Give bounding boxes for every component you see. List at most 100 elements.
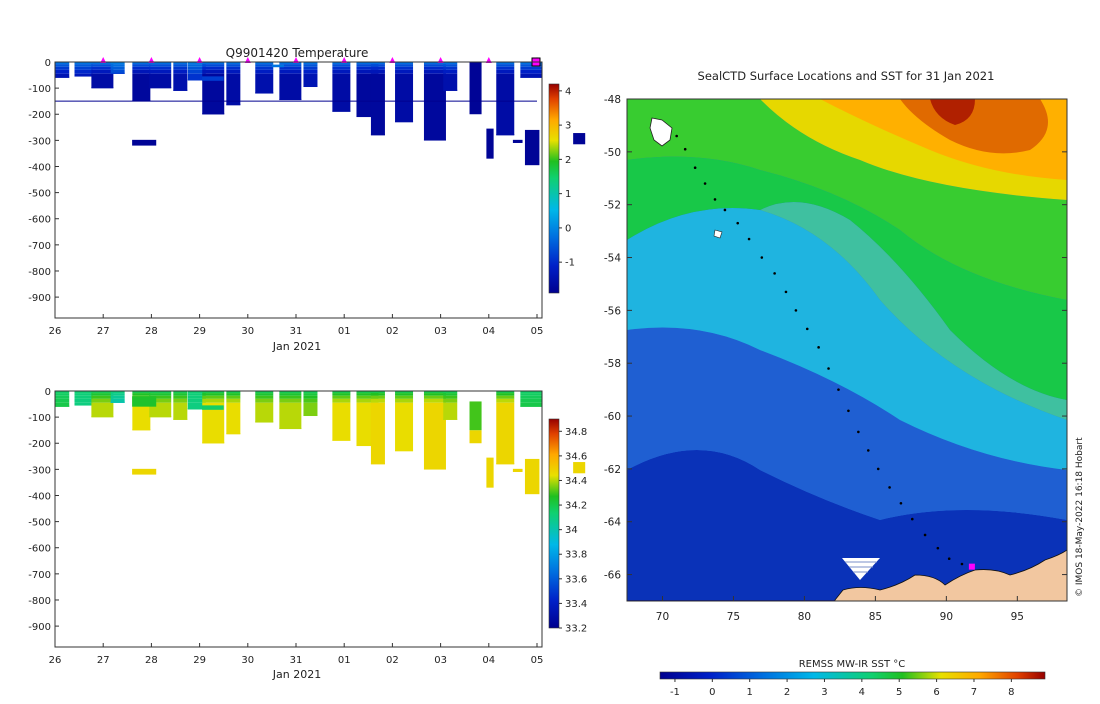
profile-segment <box>279 73 302 100</box>
profile-segment <box>370 398 385 403</box>
y-tick-label: 0 <box>45 58 51 69</box>
profile-block <box>573 133 586 145</box>
x-tick-label: 05 <box>531 326 544 337</box>
salinity-y-axis: 0 -100 -200 -300 -400 -500 -600 -700 -800 -900 <box>28 387 59 633</box>
lat-tick-label: -50 <box>604 147 621 159</box>
profile-segment <box>255 69 274 74</box>
lat-tick-label: -52 <box>604 200 621 212</box>
profile-segment <box>496 66 515 70</box>
profile-bottom <box>332 439 351 441</box>
y-tick-label: -600 <box>28 544 51 555</box>
x-tick-label: 29 <box>193 326 206 337</box>
profile-segment <box>395 62 414 65</box>
map-title: SealCTD Surface Locations and SST for 31… <box>698 69 995 83</box>
profile-bottom <box>226 104 241 106</box>
colorbar-tick-label: -1 <box>565 258 575 269</box>
profile-bottom <box>226 433 241 435</box>
profile-segment <box>132 69 151 74</box>
profile-segment <box>356 64 379 67</box>
profile-segment <box>279 398 302 403</box>
sst-colorbar-tick-label: 0 <box>709 687 715 698</box>
temperature-panel: Q9901420 Temperature 0 -100 -200 -300 -400 -5… <box>28 46 586 353</box>
track-point <box>713 198 717 201</box>
profile-segment <box>395 398 414 403</box>
profile-bottom <box>173 89 188 91</box>
profile-segment <box>173 64 188 67</box>
sst-map-panel: SealCTD Surface Locations and SST for 31… <box>604 69 1085 698</box>
lon-tick-label: 95 <box>1011 611 1024 623</box>
colorbar-tick-label: 4 <box>565 86 571 97</box>
profile-bottom <box>149 416 172 418</box>
track-point <box>923 533 927 537</box>
profile-segment <box>74 395 93 399</box>
profile-segment <box>55 393 70 396</box>
profile-segment <box>173 402 188 420</box>
profile-block <box>202 405 224 410</box>
profile-bottom <box>149 87 172 89</box>
profile-block <box>469 62 482 115</box>
x-tick-label: 28 <box>145 655 158 666</box>
profile-segment <box>187 398 206 403</box>
profile-segment <box>520 62 543 65</box>
x-tick-label: 31 <box>290 655 303 666</box>
profile-bottom <box>173 418 188 420</box>
x-tick-label: 28 <box>145 326 158 337</box>
profile-segment <box>332 391 351 394</box>
profile-segment <box>55 395 70 399</box>
lon-tick-label: 70 <box>656 611 669 623</box>
profile-block <box>573 462 586 474</box>
profile-segment <box>370 393 385 396</box>
profile-segment <box>187 395 206 399</box>
profile-segment <box>187 393 206 396</box>
track-point <box>827 367 830 370</box>
profile-segment <box>370 62 385 65</box>
profile-segment <box>279 402 302 429</box>
colorbar-tick-label: 1 <box>565 189 571 200</box>
profile-segment <box>74 64 93 67</box>
profile-segment <box>132 73 151 102</box>
profile-bottom <box>395 121 414 123</box>
profile-segment <box>279 395 302 399</box>
lon-tick-label: 85 <box>869 611 882 623</box>
profile-segment <box>520 64 543 67</box>
lon-tick-label: 90 <box>940 611 953 623</box>
profile-bottom <box>55 76 70 78</box>
y-tick-label: -800 <box>28 267 51 278</box>
profile-bottom <box>303 85 318 88</box>
profile-segment <box>110 398 125 403</box>
profile-segment <box>74 391 93 394</box>
profile-bottom <box>110 72 125 74</box>
profile-segment <box>395 391 414 394</box>
profile-segment <box>356 62 379 65</box>
profile-block <box>512 468 523 472</box>
profile-block <box>271 64 284 68</box>
profile-bottom <box>279 98 302 101</box>
sst-colorbar-label: REMSS MW-IR SST °C <box>799 659 906 670</box>
profile-segment <box>110 69 125 74</box>
sst-colorbar-tick-label: 4 <box>859 687 865 698</box>
profile-segment <box>395 393 414 396</box>
profile-segment <box>423 73 446 141</box>
lat-tick-label: -64 <box>604 517 621 529</box>
profile-segment <box>202 393 225 396</box>
temperature-y-axis: 0 -100 -200 -300 -400 -500 -600 -700 -800 -900 <box>28 58 59 304</box>
x-tick-label: 04 <box>482 655 495 666</box>
sst-colorbar-tick-label: 6 <box>933 687 939 698</box>
y-tick-label: -900 <box>28 293 51 304</box>
profile-segment <box>110 64 125 67</box>
profile-segment <box>303 391 318 394</box>
profile-segment <box>74 69 93 74</box>
lat-tick-label: -60 <box>604 411 621 423</box>
profile-segment <box>55 66 70 70</box>
profile-bottom <box>202 442 225 444</box>
profile-bottom <box>255 421 274 423</box>
profile-segment <box>74 66 93 70</box>
profile-segment <box>520 393 543 396</box>
profile-segment <box>226 73 241 106</box>
profile-segment <box>110 391 125 394</box>
map-latitude-axis: -48 -50 -52 -54 -56 -58 -60 -62 -64 -66 <box>604 94 1067 582</box>
y-tick-label: -100 <box>28 413 51 424</box>
x-tick-label: 04 <box>482 326 495 337</box>
profile-block <box>524 458 540 495</box>
profile-segment <box>303 73 318 87</box>
